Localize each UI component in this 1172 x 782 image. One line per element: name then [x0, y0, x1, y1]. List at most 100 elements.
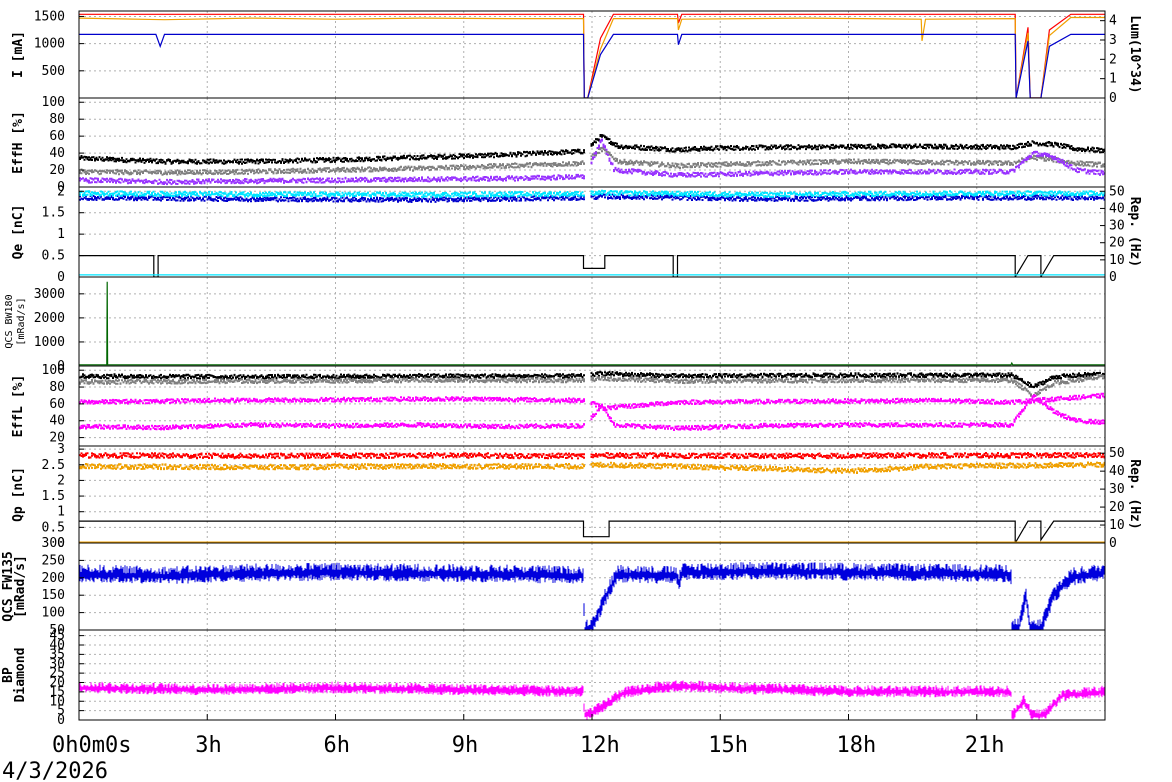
- ytick-label: 50: [49, 623, 65, 638]
- ytick-label: 0.5: [42, 520, 65, 535]
- ytick-label: 2000: [34, 311, 65, 326]
- axis-label-bp-diamond: BP: [1, 667, 16, 683]
- ytick-label: 0: [57, 713, 65, 728]
- right-ytick-label: 50: [1109, 446, 1125, 461]
- right-ytick-label: 3: [1109, 33, 1117, 48]
- ytick-label: 40: [49, 638, 65, 653]
- xtick-label: 15h: [708, 733, 748, 758]
- xtick-label: 0h0m0s: [52, 733, 131, 758]
- xtick-label: 12h: [580, 733, 620, 758]
- grid-bp-diamond: [79, 630, 1105, 720]
- panel-qcs-bw180: 0 1000 2000 3000 QCS BW180 [mRad/s]: [4, 276, 1106, 374]
- axis-label-qcs-bw180: QCS BW180: [4, 294, 15, 348]
- axis-label-eff-l: EffL [%]: [11, 375, 26, 438]
- ytick-label: 2: [57, 473, 65, 488]
- date-label: 4/3/2026: [2, 759, 108, 782]
- ytick-label: 30: [49, 657, 65, 672]
- right-ytick-label: 0: [1109, 270, 1117, 285]
- panel-frame-qcs-fw135: [78, 542, 1106, 631]
- ytick-label: 2: [57, 184, 65, 199]
- series-group-eff-l: [79, 370, 1105, 431]
- ytick-label: 1.5: [42, 489, 65, 504]
- ytick-label: 200: [42, 571, 65, 586]
- axis-label-qp: Qp [nC]: [11, 467, 26, 522]
- right-axis-label-qp: Rep. (Hz): [1127, 459, 1142, 529]
- ytick-label: 1: [57, 227, 65, 242]
- series-dots-qe-1: [79, 189, 1105, 198]
- series-group-eff-h: [79, 134, 1105, 186]
- series-dots-eff-l-0: [79, 370, 1105, 389]
- series-dots-eff-l-1: [79, 374, 1105, 398]
- right-ytick-label: 30: [1109, 219, 1125, 234]
- ytick-label: 100: [42, 606, 65, 621]
- right-ytick-label: 1: [1109, 72, 1117, 87]
- series-dots-qp-1: [79, 461, 1105, 474]
- series-group-bp-diamond: [79, 680, 1105, 720]
- series-line-current-2: [79, 33, 1105, 98]
- ytick-label: 1000: [34, 335, 65, 350]
- time-axis: 0h0m0s 3h 6h 9h 12h 15h 18h 21h: [52, 714, 1005, 758]
- ytick-label: 15: [49, 685, 65, 700]
- ytick-label: 10: [49, 694, 65, 709]
- panel-frame-qp: [78, 445, 1106, 544]
- grid-qcs-fw135: [79, 543, 1105, 630]
- ytick-label: 35: [49, 647, 65, 662]
- ytick-label: 25: [49, 666, 65, 681]
- right-axis-label-current: Lum(10^34): [1127, 15, 1142, 93]
- ytick-label: 60: [49, 397, 65, 412]
- series-group-qcs-fw135: [79, 562, 1105, 630]
- ytick-label: 3: [57, 442, 65, 457]
- xtick-label: 9h: [452, 733, 479, 758]
- right-axis-label-qe: Rep. (Hz): [1127, 197, 1142, 267]
- panel-eff-l: 20 40 60 80 100 EffL [%]: [11, 363, 1106, 447]
- series-group-current: [79, 13, 1105, 98]
- series-group-qcs-bw180: [79, 281, 1105, 366]
- xtick-label: 18h: [837, 733, 877, 758]
- ytick-label: 0: [57, 359, 65, 374]
- series-dots-qp-0: [79, 452, 1105, 460]
- xtick-label: 21h: [965, 733, 1005, 758]
- panel-current: 500 1000 1500 0 1 2 3 4 Lum(10^34) I [mA]: [11, 9, 1142, 106]
- ytick-label: 0: [57, 270, 65, 285]
- right-ytick-label: 40: [1109, 464, 1125, 479]
- series-band-qcs-fw135-0: [79, 562, 1105, 630]
- series-line-qe-2: [79, 255, 1105, 277]
- axis-label-current: I [mA]: [11, 31, 26, 78]
- ytick-label: 100: [42, 95, 65, 110]
- ytick-label: 40: [49, 146, 65, 161]
- right-ytick-label: 10: [1109, 253, 1125, 268]
- axis-sublabel-qcs-bw180: [mRad/s]: [16, 297, 27, 345]
- ytick-label: 20: [49, 163, 65, 178]
- panel-eff-h: 0 20 40 60 80 100 EffH [%]: [11, 95, 1106, 195]
- right-ytick-label: 50: [1109, 184, 1125, 199]
- ytick-label: 2.5: [42, 458, 65, 473]
- right-ytick-label: 20: [1109, 236, 1125, 251]
- series-band-bp-diamond-0: [79, 680, 1105, 720]
- ytick-label: 80: [49, 380, 65, 395]
- ytick-label: 40: [49, 414, 65, 429]
- ytick-label: 150: [42, 588, 65, 603]
- series-dots-eff-l-2: [79, 394, 1105, 431]
- series-line-qp-2: [79, 520, 1105, 543]
- series-group-qp: [79, 452, 1105, 543]
- panel-qcs-fw135: 50 100 150 200 250 300 QCS FW135[mRad/s]: [1, 536, 1106, 638]
- ytick-label: 250: [42, 553, 65, 568]
- right-ytick-label: 40: [1109, 201, 1125, 216]
- ytick-label: 5: [57, 704, 65, 719]
- series-dots-eff-h-0: [79, 134, 1105, 165]
- ytick-label: 0.5: [42, 249, 65, 264]
- ytick-label: 1: [57, 505, 65, 520]
- xtick-label: 3h: [195, 733, 222, 758]
- xtick-label: 6h: [324, 733, 351, 758]
- right-ytick-label: 10: [1109, 518, 1125, 533]
- right-ytick-label: 30: [1109, 482, 1125, 497]
- ytick-label: 80: [49, 112, 65, 127]
- axis-label-qe: Qe [nC]: [11, 205, 26, 260]
- ytick-label: 500: [42, 64, 65, 79]
- ytick-label: 300: [42, 536, 65, 551]
- axis-sublabel-bp-diamond: Diamond: [13, 648, 28, 703]
- series-group-qe: [79, 189, 1105, 277]
